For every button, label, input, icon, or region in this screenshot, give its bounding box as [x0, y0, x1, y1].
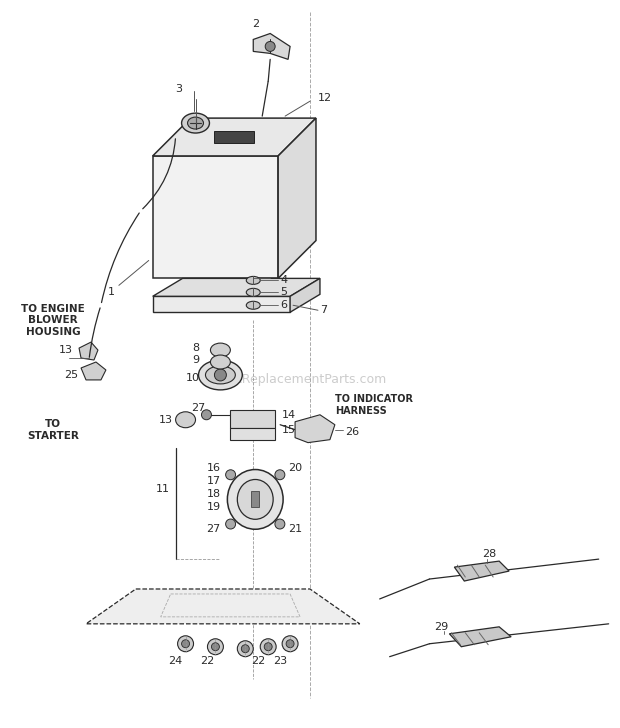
Text: 8: 8 [192, 343, 199, 353]
Text: 13: 13 [159, 415, 172, 424]
Ellipse shape [182, 640, 190, 648]
Text: 24: 24 [169, 656, 183, 665]
Ellipse shape [237, 480, 273, 519]
Polygon shape [86, 589, 360, 624]
Ellipse shape [246, 277, 260, 285]
Ellipse shape [210, 355, 231, 369]
Polygon shape [253, 33, 290, 60]
Text: 27: 27 [206, 524, 221, 534]
Text: 26: 26 [345, 427, 359, 437]
Ellipse shape [215, 369, 226, 381]
Ellipse shape [175, 412, 195, 428]
Ellipse shape [205, 366, 236, 384]
Ellipse shape [182, 113, 210, 133]
Text: 18: 18 [206, 489, 221, 499]
Polygon shape [454, 561, 509, 581]
Ellipse shape [228, 470, 283, 529]
Text: 3: 3 [175, 84, 182, 94]
Text: 14: 14 [282, 410, 296, 420]
Ellipse shape [211, 643, 219, 651]
Text: 25: 25 [64, 370, 78, 380]
Ellipse shape [241, 645, 249, 653]
Ellipse shape [198, 360, 242, 390]
Text: 9: 9 [192, 355, 199, 365]
Polygon shape [153, 156, 278, 278]
Ellipse shape [286, 640, 294, 648]
Bar [231, 428, 275, 440]
Ellipse shape [265, 41, 275, 52]
Polygon shape [278, 118, 316, 278]
Ellipse shape [264, 643, 272, 651]
Text: 21: 21 [288, 524, 302, 534]
Text: 6: 6 [280, 300, 287, 310]
Ellipse shape [226, 519, 236, 529]
Text: 5: 5 [280, 288, 287, 297]
Text: 12: 12 [318, 93, 332, 103]
Text: 7: 7 [320, 305, 327, 315]
Text: 20: 20 [288, 462, 302, 472]
Text: 19: 19 [206, 502, 221, 513]
Text: 2: 2 [252, 18, 259, 28]
Text: 16: 16 [206, 462, 221, 472]
Ellipse shape [210, 343, 231, 357]
Text: 13: 13 [59, 345, 73, 355]
Text: 11: 11 [156, 484, 170, 494]
Polygon shape [153, 278, 320, 296]
Polygon shape [295, 415, 335, 443]
Bar [251, 491, 259, 507]
Ellipse shape [275, 519, 285, 529]
Text: 1: 1 [107, 288, 115, 297]
Text: 28: 28 [482, 549, 497, 559]
Text: eReplacementParts.com: eReplacementParts.com [234, 373, 386, 387]
Text: TO
STARTER: TO STARTER [27, 419, 79, 440]
Ellipse shape [246, 301, 260, 309]
Text: 15: 15 [282, 424, 296, 435]
Polygon shape [153, 118, 316, 156]
Ellipse shape [226, 470, 236, 480]
Text: TO ENGINE
BLOWER
HOUSING: TO ENGINE BLOWER HOUSING [21, 304, 85, 337]
Ellipse shape [282, 636, 298, 652]
Text: 27: 27 [192, 403, 206, 413]
Ellipse shape [246, 288, 260, 296]
Text: 22: 22 [200, 656, 215, 665]
Bar [215, 131, 254, 143]
Ellipse shape [202, 410, 211, 420]
Ellipse shape [275, 470, 285, 480]
Polygon shape [290, 278, 320, 312]
Polygon shape [450, 627, 511, 646]
Text: 29: 29 [434, 622, 448, 632]
Text: 22: 22 [251, 656, 265, 665]
Polygon shape [81, 362, 106, 380]
Polygon shape [79, 342, 98, 360]
Text: 17: 17 [206, 476, 221, 486]
Bar [231, 410, 275, 428]
Ellipse shape [188, 117, 203, 129]
Polygon shape [153, 296, 290, 312]
Ellipse shape [260, 638, 276, 654]
Ellipse shape [208, 638, 223, 654]
Ellipse shape [237, 641, 253, 657]
Text: 4: 4 [280, 275, 287, 285]
Text: 10: 10 [185, 373, 200, 383]
Text: TO INDICATOR
HARNESS: TO INDICATOR HARNESS [335, 394, 413, 416]
Ellipse shape [177, 636, 193, 652]
Text: 23: 23 [273, 656, 287, 665]
